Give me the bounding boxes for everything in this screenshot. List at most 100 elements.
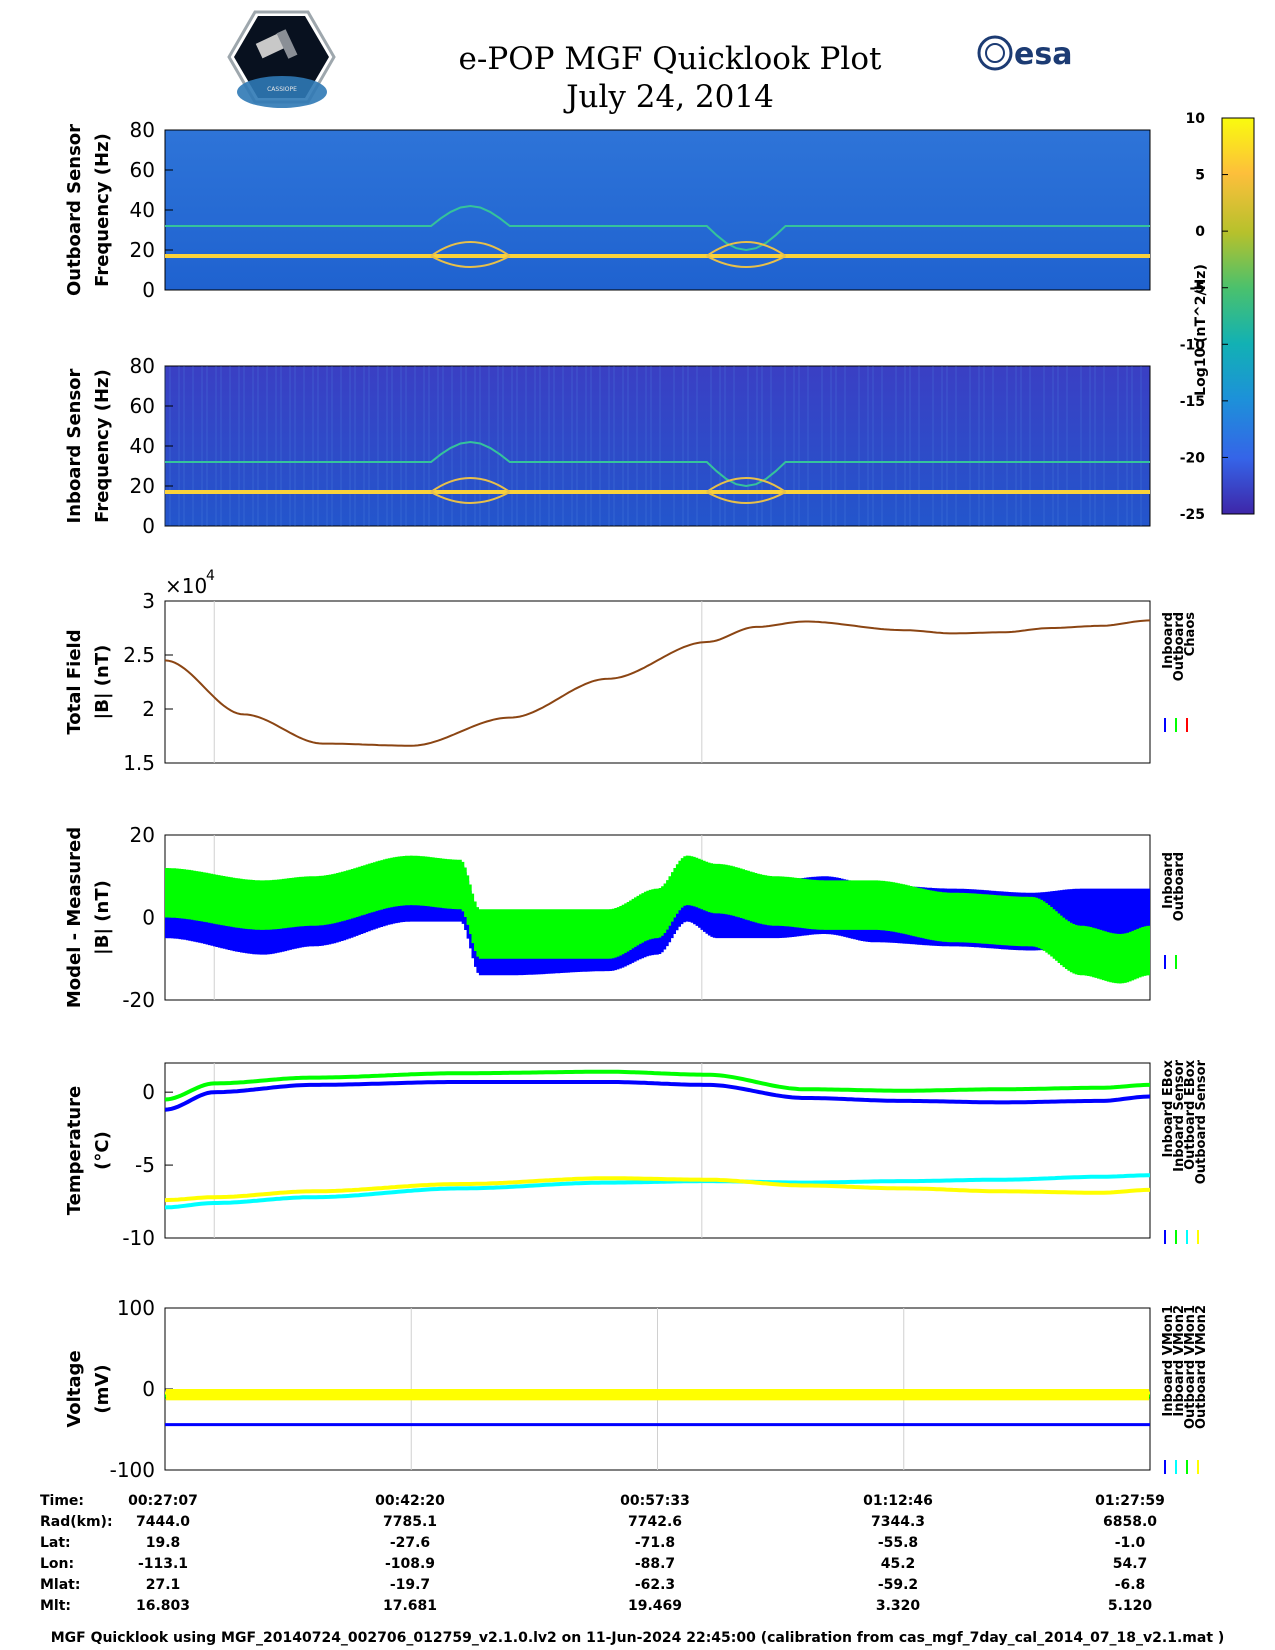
ephemeris-label: Mlt: bbox=[40, 1598, 71, 1614]
spectral-arc bbox=[706, 255, 787, 268]
legend-label: Inboard VMon2 bbox=[1172, 1305, 1187, 1417]
y-tick-label: 60 bbox=[130, 394, 155, 418]
y-axis-label-line: |B| (nT) bbox=[92, 880, 113, 955]
ephemeris-value: -71.8 bbox=[635, 1535, 675, 1551]
y-tick-label: 80 bbox=[130, 354, 155, 378]
total-field-multiplier: ×10 bbox=[165, 574, 207, 598]
y-tick-label: 3 bbox=[142, 589, 155, 613]
colorbar-tick-label: 5 bbox=[1195, 168, 1205, 184]
colorbar-tick-label: -15 bbox=[1180, 394, 1205, 410]
ephemeris-value: 19.469 bbox=[628, 1598, 682, 1614]
ephemeris-label: Time: bbox=[40, 1493, 84, 1509]
legend-entry: Inboard bbox=[1161, 612, 1176, 669]
y-tick-label: 40 bbox=[130, 198, 155, 222]
outboard-spectrogram bbox=[164, 129, 1151, 291]
ephemeris-value: -55.8 bbox=[878, 1535, 918, 1551]
spectral-line bbox=[165, 440, 1150, 488]
y-tick-label: 20 bbox=[130, 474, 155, 498]
axis-group-outboard-spectrogram: 80 60 40 20 0 Outboard Sensor Frequency (Hz) bbox=[64, 118, 173, 302]
spectral-arc bbox=[430, 491, 511, 504]
ephemeris-value: -113.1 bbox=[138, 1556, 188, 1572]
spectral-arc bbox=[706, 477, 787, 493]
y-tick-label: 0 bbox=[142, 1080, 155, 1104]
ephemeris-value: 16.803 bbox=[136, 1598, 190, 1614]
series-group-total-field bbox=[165, 619, 1150, 747]
y-tick-label: 80 bbox=[130, 118, 155, 142]
ephemeris-value: -108.9 bbox=[385, 1556, 435, 1572]
inboard-spectrogram bbox=[164, 365, 1151, 527]
ephemeris-value: 6858.0 bbox=[1103, 1514, 1157, 1530]
ephemeris-value: -59.2 bbox=[878, 1577, 918, 1593]
ephemeris-value: 00:57:33 bbox=[620, 1493, 690, 1509]
legend-label: Inboard bbox=[1161, 852, 1176, 909]
y-axis-label-line: Frequency (Hz) bbox=[92, 133, 113, 287]
plot-date: July 24, 2014 bbox=[566, 79, 774, 115]
legend-label: Inboard Sensor bbox=[1172, 1059, 1187, 1171]
y-tick-label: 20 bbox=[130, 238, 155, 262]
legend-label: Outboard EBox bbox=[1183, 1059, 1198, 1169]
cassiope-logo-text: CASSIOPE bbox=[267, 86, 297, 93]
y-axis-label: Model - Measured |B| (nT) bbox=[64, 827, 113, 1008]
spectral-arc bbox=[706, 491, 787, 504]
ephemeris-value: -88.7 bbox=[635, 1556, 675, 1572]
legend-label: Outboard VMon1 bbox=[1183, 1305, 1198, 1429]
ephemeris-value: 7444.0 bbox=[136, 1514, 190, 1530]
series-group-temperature bbox=[165, 1069, 1150, 1210]
y-axis-label: Temperature (°C) bbox=[64, 1086, 113, 1215]
ephemeris-value: 01:12:46 bbox=[863, 1493, 933, 1509]
legend-entry: Inboard Sensor bbox=[1172, 1059, 1187, 1171]
ephemeris-value: 54.7 bbox=[1113, 1556, 1148, 1572]
y-tick-label: 1.5 bbox=[123, 751, 155, 775]
colorbar-tick-label: -25 bbox=[1180, 507, 1205, 523]
y-axis-label-line: Frequency (Hz) bbox=[92, 369, 113, 523]
legend-entry: Outboard EBox bbox=[1183, 1059, 1198, 1169]
y-axis-label-line: Inboard Sensor bbox=[64, 368, 85, 523]
y-axis-label-line: (mV) bbox=[92, 1364, 113, 1413]
legend-label: Inboard EBox bbox=[1161, 1059, 1176, 1157]
ephemeris-value: 3.320 bbox=[876, 1598, 921, 1614]
legend-label: Inboard VMon1 bbox=[1161, 1305, 1176, 1417]
esa-logo-text: esa bbox=[1014, 37, 1072, 72]
ephemeris-label: Lat: bbox=[40, 1535, 71, 1551]
ephemeris-value: 7785.1 bbox=[383, 1514, 437, 1530]
y-axis-label-line: Temperature bbox=[64, 1086, 85, 1215]
ephemeris-value: 7742.6 bbox=[628, 1514, 682, 1530]
y-tick-label: 40 bbox=[130, 434, 155, 458]
ephemeris-label: Lon: bbox=[40, 1556, 74, 1572]
axis-group-inboard-spectrogram: 80 60 40 20 0 Inboard Sensor Frequency (Hz) bbox=[64, 354, 173, 538]
colorbar-label-text: Log10 (nT^2/Hz) bbox=[1193, 264, 1209, 396]
ephemeris-value: 01:27:59 bbox=[1095, 1493, 1165, 1509]
y-axis-label: Total Field |B| (nT) bbox=[64, 629, 113, 734]
y-axis-label: Outboard Sensor Frequency (Hz) bbox=[64, 124, 113, 296]
legend-label: Chaos bbox=[1183, 612, 1198, 656]
voltage-yellow-band bbox=[166, 1389, 1149, 1401]
y-tick-label: 100 bbox=[117, 1296, 155, 1320]
ephemeris-value: 00:42:20 bbox=[375, 1493, 445, 1509]
y-axis-label-line: |B| (nT) bbox=[92, 645, 113, 720]
y-tick-label: 0 bbox=[142, 1377, 155, 1401]
legend-entry: Inboard VMon2 bbox=[1172, 1305, 1187, 1417]
legend-entry: Outboard bbox=[1172, 852, 1187, 921]
ephemeris-value: 5.120 bbox=[1108, 1598, 1153, 1614]
colorbar-tick-label: 0 bbox=[1195, 224, 1205, 240]
y-axis-label: Voltage (mV) bbox=[64, 1350, 113, 1427]
axis-group-total-field: 3 2.5 2 1.5 Total Field |B| (nT) bbox=[64, 589, 173, 775]
y-tick-label: 2.5 bbox=[123, 643, 155, 667]
ephemeris-value: 17.681 bbox=[383, 1598, 437, 1614]
legend-entry: Outboard VMon1 bbox=[1183, 1305, 1198, 1429]
legend-label: Outboard VMon2 bbox=[1194, 1305, 1209, 1429]
axis-group-voltage: 100 0 -100 Voltage (mV) bbox=[64, 1296, 173, 1482]
colorbar-label: Log10 (nT^2/Hz) bbox=[1193, 264, 1209, 396]
plot-title: e-POP MGF Quicklook Plot bbox=[458, 41, 882, 77]
ephemeris-value: 7344.3 bbox=[871, 1514, 925, 1530]
spectral-arc bbox=[430, 241, 511, 257]
y-tick-label: -10 bbox=[122, 1226, 155, 1250]
colorbar bbox=[1221, 117, 1255, 515]
y-tick-label: -100 bbox=[110, 1458, 155, 1482]
total-field-multiplier-exponent: 4 bbox=[206, 568, 215, 584]
legend-label: Outboard Sensor bbox=[1194, 1059, 1209, 1184]
ephemeris-value: 45.2 bbox=[881, 1556, 916, 1572]
y-axis-label-line: Voltage bbox=[64, 1350, 85, 1427]
